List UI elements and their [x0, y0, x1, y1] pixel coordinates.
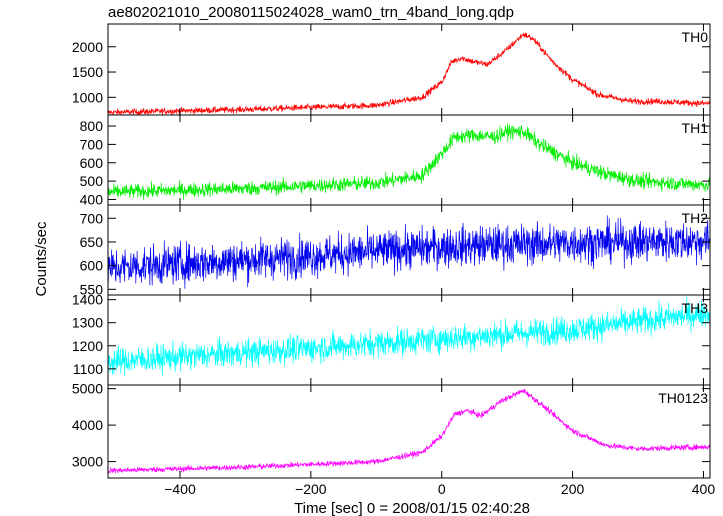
- y-tick-label: 1500: [72, 64, 103, 80]
- x-axis-label: Time [sec] 0 = 2008/01/15 02:40:28: [294, 500, 530, 516]
- panel-th2: 550 600 650 700 TH2: [80, 204, 711, 297]
- panel-label-th1: TH1: [682, 120, 709, 136]
- y-tick-label: 4000: [72, 417, 103, 433]
- series-line-th3: [108, 296, 710, 377]
- y-tick-label: 1100: [73, 361, 103, 377]
- x-tick-label: 400: [692, 481, 716, 497]
- y-tick-label: 3000: [72, 454, 103, 470]
- x-axis: −400 −200 0 200 400: [164, 481, 715, 497]
- y-tick-label: 2000: [72, 39, 103, 55]
- y-tick-label: 1400: [72, 292, 103, 308]
- panel-th0: 1000 1500 2000 TH0: [72, 23, 711, 116]
- panel-frame: [107, 384, 711, 479]
- series-line-th2: [108, 215, 710, 289]
- y-axis-label: Counts/sec: [33, 221, 50, 297]
- panel-th3: 1100 1200 1300 1400 TH3: [72, 292, 711, 386]
- series-line-th0123: [108, 389, 710, 474]
- y-tick-label: 1300: [72, 315, 103, 331]
- x-tick-label: 0: [438, 481, 446, 497]
- x-tick-label: −400: [164, 481, 196, 497]
- panel-th1: 400 500 600 700 800 TH1: [80, 114, 711, 207]
- y-tick-label: 400: [80, 191, 104, 207]
- y-tick-label: 1200: [72, 338, 103, 354]
- y-tick-label: 1000: [72, 89, 103, 105]
- y-tick-label: 700: [80, 210, 104, 226]
- y-tick-label: 5000: [72, 381, 103, 397]
- y-tick-label: 500: [80, 173, 104, 189]
- series-line-th1: [108, 123, 710, 201]
- panel-label-th0123: TH0123: [658, 390, 708, 406]
- chart-title: ae802021010_20080115024028_wam0_trn_4ban…: [108, 4, 514, 21]
- y-tick-label: 700: [80, 136, 104, 152]
- panel-th0123: 3000 4000 5000 TH0123: [72, 381, 711, 479]
- y-tick-label: 650: [80, 234, 104, 250]
- panel-frame: [107, 23, 711, 116]
- panel-label-th2: TH2: [682, 210, 709, 226]
- y-tick-label: 600: [80, 258, 104, 274]
- y-tick-label: 550: [80, 281, 104, 297]
- y-tick-label: 600: [80, 155, 104, 171]
- x-tick-label: 200: [561, 481, 585, 497]
- y-tick-label: 800: [80, 118, 104, 134]
- panel-label-th3: TH3: [682, 300, 709, 316]
- panels: 1000 1500 2000 TH0 400 500 600 700 800 TH1 550 600 6…: [72, 23, 711, 479]
- x-tick-label: −200: [295, 481, 327, 497]
- series-line-th0: [108, 32, 710, 115]
- panel-label-th0: TH0: [682, 29, 709, 45]
